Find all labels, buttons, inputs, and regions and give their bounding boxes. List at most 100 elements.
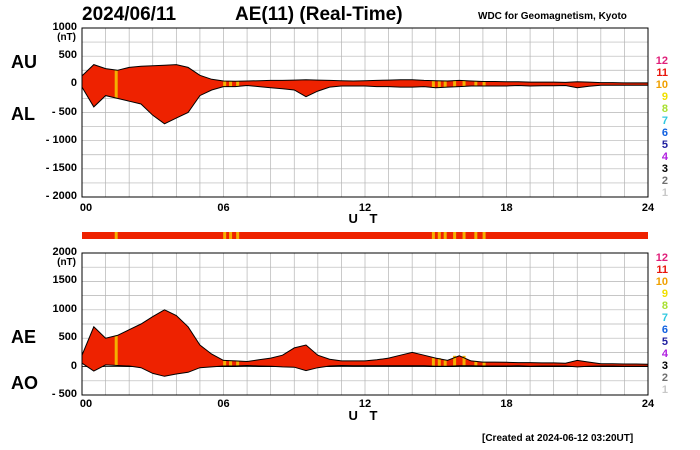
activity-strip-mark — [474, 232, 478, 239]
color-legend-item: 6 — [661, 324, 668, 336]
x-tick-label: 12 — [358, 202, 372, 214]
y-tick-label: - 2000 — [45, 190, 77, 202]
activity-highlight — [437, 80, 441, 88]
activity-highlight — [236, 81, 240, 87]
x-axis-label: U T — [348, 408, 382, 423]
plot-frame — [81, 252, 649, 396]
color-legend-item: 5 — [661, 336, 668, 348]
activity-strip-mark — [114, 232, 118, 239]
y-tick-label: 1000 — [52, 302, 77, 315]
x-tick-label: 12 — [358, 398, 372, 410]
activity-highlight — [462, 355, 466, 366]
series-label-al: AL — [11, 104, 35, 124]
data-source: WDC for Geomagnetism, Kyoto — [478, 11, 627, 22]
x-tick-label: 24 — [641, 202, 655, 214]
x-tick-label: 00 — [79, 398, 93, 410]
activity-highlight — [223, 80, 227, 87]
activity-highlight — [114, 70, 118, 99]
y-tick-label: - 500 — [51, 388, 77, 400]
activity-strip-mark — [437, 232, 441, 239]
activity-highlight — [431, 358, 435, 367]
color-legend-item: 9 — [661, 288, 668, 300]
y-tick-label: 2000 — [52, 246, 77, 258]
series-label-ao: AO — [11, 373, 38, 393]
color-legend-item: 11 — [656, 67, 668, 79]
x-tick-label: 24 — [641, 398, 655, 410]
activity-highlight — [482, 81, 486, 87]
activity-strip-mark — [431, 232, 435, 239]
created-timestamp: [Created at 2024-06-12 03:20UT] — [482, 433, 634, 444]
plot-frame — [81, 27, 649, 198]
color-legend-item: 12 — [655, 252, 668, 264]
series-label-ae: AE — [11, 327, 37, 347]
y-tick-label: 500 — [58, 331, 77, 344]
activity-strip-bar — [82, 232, 648, 239]
x-tick-label: 00 — [79, 202, 93, 214]
activity-highlight — [474, 80, 478, 87]
color-legend-item: 2 — [661, 372, 668, 384]
y-unit-label: (nT) — [57, 32, 76, 43]
color-legend-item: 12 — [655, 55, 668, 67]
activity-highlight — [236, 360, 240, 367]
activity-highlight — [431, 80, 435, 88]
series-band-au-al — [82, 64, 648, 124]
activity-highlight — [114, 335, 118, 366]
color-legend-item: 10 — [655, 79, 668, 91]
activity-strip-mark — [236, 232, 240, 239]
color-legend-item: 3 — [661, 360, 668, 372]
activity-highlight — [223, 360, 227, 367]
x-tick-label: 06 — [217, 398, 230, 410]
activity-highlight — [443, 360, 447, 367]
chart-panel-au-al — [81, 27, 649, 198]
color-legend-item: 3 — [661, 163, 668, 175]
color-legend-item: 7 — [661, 312, 668, 324]
series-line-ae — [81, 309, 649, 365]
chart-panel-ae-ao — [81, 252, 649, 396]
activity-strip-mark — [443, 232, 447, 239]
series-label-au: AU — [11, 52, 37, 72]
color-legend-item: 6 — [661, 127, 668, 139]
color-legend-item: 10 — [655, 276, 668, 288]
activity-highlight — [229, 81, 233, 87]
series-line-ao — [81, 362, 648, 377]
activity-strip — [82, 232, 648, 239]
activity-highlight — [462, 80, 466, 87]
series-line-au — [81, 64, 648, 84]
activity-strip-mark — [223, 232, 227, 239]
color-legend-item: 2 — [661, 175, 668, 187]
activity-strip-mark — [229, 232, 233, 239]
color-legend-item: 5 — [661, 139, 668, 151]
x-axis-label: U T — [348, 211, 382, 226]
activity-strip-mark — [482, 232, 486, 239]
activity-highlight — [482, 362, 486, 367]
series-line-al — [81, 84, 648, 125]
activity-highlight — [229, 360, 233, 367]
color-legend-item: 1 — [661, 384, 668, 396]
index-title: AE(11) (Real-Time) — [235, 4, 403, 25]
activity-highlight — [437, 358, 441, 367]
y-tick-label: 0 — [70, 77, 77, 90]
y-tick-label: - 500 — [51, 105, 77, 118]
color-legend-item: 8 — [661, 103, 668, 115]
color-legend-item: 4 — [661, 151, 668, 163]
y-tick-label: - 1000 — [45, 133, 77, 146]
activity-highlight — [443, 80, 447, 88]
color-legend-item: 8 — [661, 300, 668, 312]
color-legend-item: 11 — [656, 264, 668, 276]
color-legend-item: 9 — [661, 91, 668, 103]
y-unit-label: (nT) — [57, 257, 76, 268]
x-tick-label: 18 — [500, 398, 513, 410]
activity-strip-mark — [453, 232, 457, 239]
y-tick-label: 0 — [70, 359, 77, 372]
y-tick-label: - 1500 — [45, 161, 77, 174]
x-tick-label: 06 — [217, 202, 230, 214]
x-tick-label: 18 — [500, 202, 513, 214]
y-tick-label: 1500 — [52, 274, 77, 287]
color-legend-item: 7 — [661, 115, 668, 127]
y-tick-label: 1000 — [52, 21, 77, 33]
color-legend-item: 1 — [661, 187, 668, 199]
activity-highlight — [453, 80, 457, 87]
color-legend-item: 4 — [661, 348, 668, 360]
y-tick-label: 500 — [58, 49, 77, 62]
activity-strip-mark — [462, 232, 466, 239]
